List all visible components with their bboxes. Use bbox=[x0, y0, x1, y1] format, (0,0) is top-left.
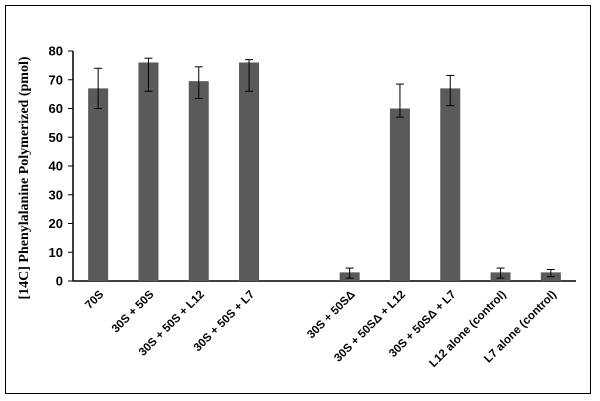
bar bbox=[440, 88, 461, 281]
bar bbox=[389, 108, 410, 281]
y-tick-labels: 0 10 20 30 40 50 60 70 80 bbox=[49, 44, 63, 289]
y-tick-label: 50 bbox=[49, 130, 63, 145]
y-tick-label: 60 bbox=[49, 101, 63, 116]
category-label: 30S + 50SΔ bbox=[305, 289, 358, 342]
y-tick-label: 20 bbox=[49, 216, 63, 231]
y-tick-label: 40 bbox=[49, 159, 63, 174]
y-tick-label: 0 bbox=[56, 274, 63, 289]
bar bbox=[88, 88, 109, 281]
category-label: 30S + 50S bbox=[110, 288, 157, 335]
y-axis-label: [14C] Phenylalanine Polymerized (pmol) bbox=[17, 56, 32, 299]
chart-frame: 0 10 20 30 40 50 60 70 80 70S 30S + 50S 30S + 50S … bbox=[5, 5, 591, 394]
y-tick-label: 70 bbox=[49, 72, 63, 87]
bars bbox=[88, 62, 561, 281]
y-tick-label: 30 bbox=[49, 187, 63, 202]
y-tick-label: 80 bbox=[49, 44, 63, 59]
bar bbox=[188, 81, 209, 281]
y-tick-label: 10 bbox=[49, 245, 63, 260]
category-label: 70S bbox=[83, 288, 106, 311]
bar bbox=[239, 62, 260, 281]
error-bars bbox=[94, 57, 555, 279]
bar bbox=[138, 62, 159, 281]
